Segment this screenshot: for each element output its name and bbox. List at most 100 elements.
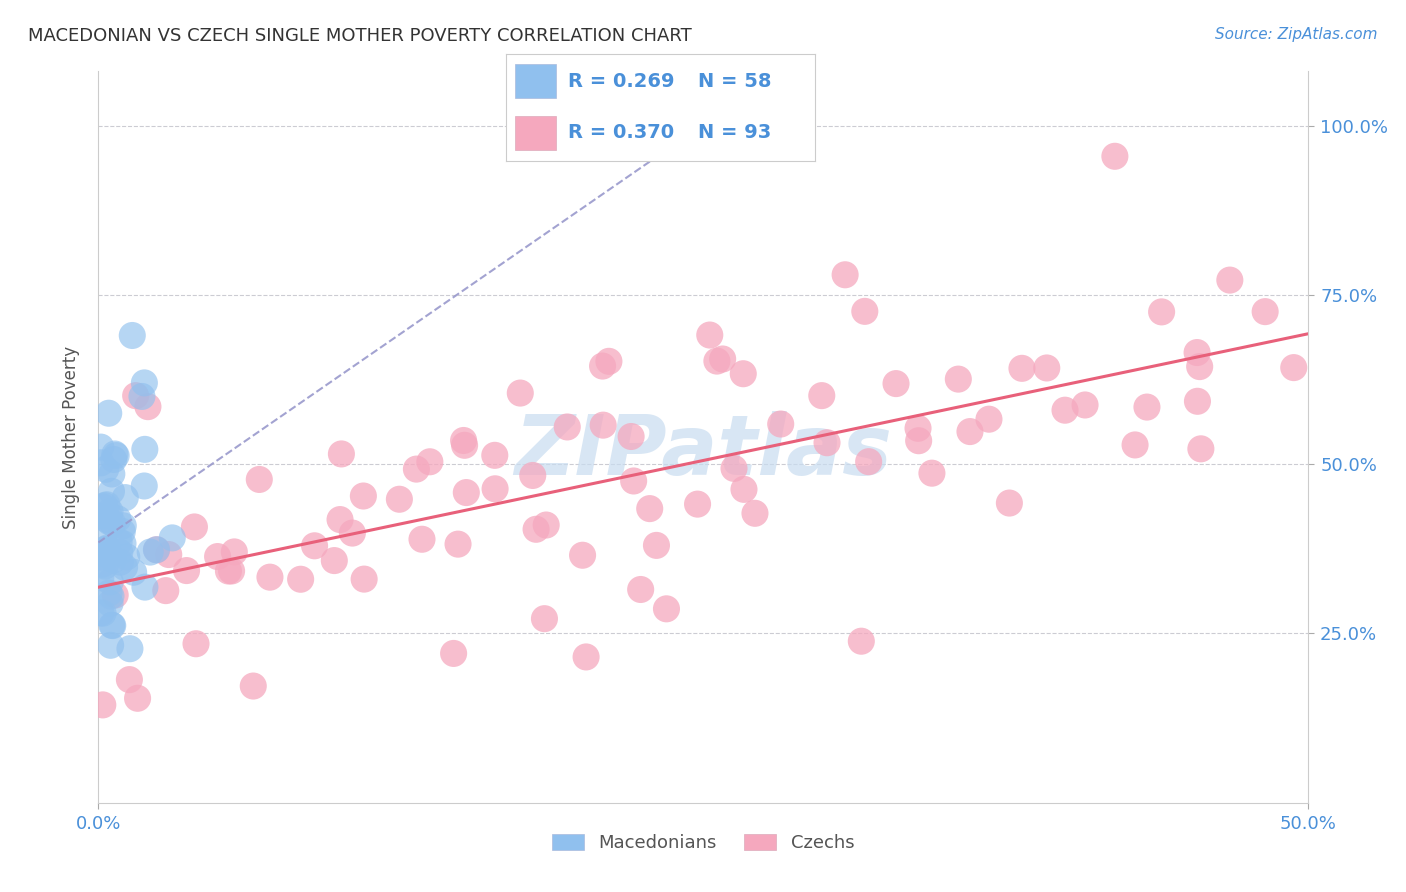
Point xyxy=(1219,273,1241,287)
Point xyxy=(131,389,153,403)
Point xyxy=(94,559,117,574)
Point xyxy=(655,602,678,616)
Point xyxy=(115,549,138,564)
Point xyxy=(242,679,264,693)
Point xyxy=(110,555,132,569)
Point xyxy=(959,425,981,439)
Point xyxy=(96,541,118,555)
Point xyxy=(977,412,1000,426)
Point xyxy=(121,328,143,343)
Point xyxy=(111,536,134,550)
Point xyxy=(111,524,134,539)
Point xyxy=(98,597,121,611)
Point xyxy=(592,359,614,373)
Point xyxy=(217,564,239,578)
Point xyxy=(453,434,475,448)
Point xyxy=(98,504,121,518)
Point xyxy=(101,467,124,481)
Point xyxy=(623,474,645,488)
Point xyxy=(103,553,125,567)
Point xyxy=(1136,400,1159,414)
Point xyxy=(620,429,643,443)
Point xyxy=(522,468,544,483)
Point xyxy=(100,484,122,499)
Point xyxy=(534,518,557,533)
Point xyxy=(948,372,970,386)
Point xyxy=(592,418,614,433)
Point xyxy=(97,406,120,420)
Point xyxy=(124,389,146,403)
Point xyxy=(834,268,856,282)
Point xyxy=(91,558,114,572)
Text: MACEDONIAN VS CZECH SINGLE MOTHER POVERTY CORRELATION CHART: MACEDONIAN VS CZECH SINGLE MOTHER POVERT… xyxy=(28,27,692,45)
Point xyxy=(101,618,124,632)
Point xyxy=(815,435,838,450)
Point xyxy=(733,367,755,381)
Point xyxy=(259,570,281,584)
Point xyxy=(184,637,207,651)
Point xyxy=(907,434,929,448)
Point xyxy=(90,456,112,470)
Point xyxy=(98,515,121,529)
Point xyxy=(136,400,159,414)
Point xyxy=(105,449,128,463)
Point xyxy=(353,572,375,586)
Point xyxy=(858,455,880,469)
Point xyxy=(484,482,506,496)
Point xyxy=(122,565,145,579)
Point xyxy=(96,548,118,562)
Point xyxy=(419,455,441,469)
Point xyxy=(1254,304,1277,318)
Point xyxy=(90,550,112,565)
Point xyxy=(744,506,766,520)
Point xyxy=(645,538,668,552)
Point xyxy=(290,572,312,586)
Point xyxy=(456,485,478,500)
Point xyxy=(90,509,112,524)
Point xyxy=(108,545,131,559)
Point xyxy=(127,691,149,706)
Point xyxy=(103,452,125,467)
Point xyxy=(162,531,184,545)
Point xyxy=(851,634,873,648)
Point xyxy=(447,537,470,551)
Point xyxy=(90,571,112,585)
Point xyxy=(100,589,122,603)
Point xyxy=(97,508,120,523)
Point xyxy=(90,440,112,454)
Point xyxy=(114,560,136,574)
Point xyxy=(90,606,112,620)
Point xyxy=(575,649,598,664)
Point xyxy=(1053,403,1076,417)
Point xyxy=(1189,442,1212,456)
Point xyxy=(921,466,943,480)
Point xyxy=(145,542,167,557)
Point xyxy=(733,483,755,497)
Point xyxy=(484,448,506,462)
Point xyxy=(998,496,1021,510)
Point xyxy=(711,351,734,366)
Point xyxy=(1185,345,1208,359)
Point xyxy=(104,447,127,461)
Point xyxy=(1188,359,1211,374)
Point xyxy=(571,548,593,562)
Point xyxy=(884,376,907,391)
Text: ZIPatlas: ZIPatlas xyxy=(515,411,891,492)
Point xyxy=(630,582,652,597)
Point xyxy=(134,442,156,457)
Point xyxy=(91,606,114,620)
Point xyxy=(352,489,374,503)
Point xyxy=(97,542,120,557)
Point xyxy=(134,580,156,594)
Point xyxy=(699,328,721,343)
Text: Source: ZipAtlas.com: Source: ZipAtlas.com xyxy=(1215,27,1378,42)
Point xyxy=(638,501,661,516)
Point xyxy=(453,438,475,452)
Point xyxy=(134,376,156,390)
Point xyxy=(91,500,114,514)
Point xyxy=(100,638,122,652)
Point xyxy=(155,583,177,598)
Point xyxy=(91,698,114,712)
Point xyxy=(1011,361,1033,376)
Point xyxy=(405,462,427,476)
